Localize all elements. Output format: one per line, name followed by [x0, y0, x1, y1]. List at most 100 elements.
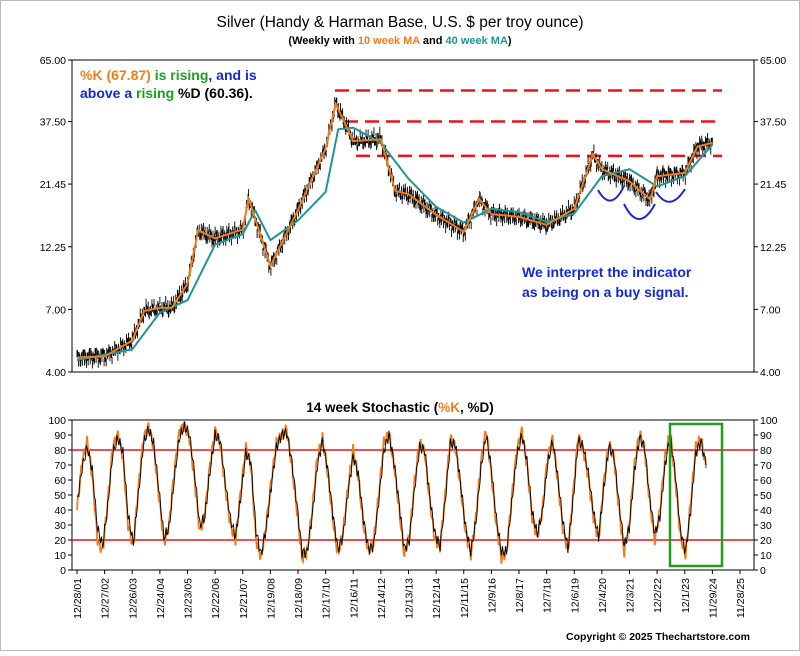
subtitle-ma40: 40 week MA [446, 35, 508, 47]
stoch-tick-label-left: 0 [60, 565, 66, 577]
ma40-line [76, 126, 714, 362]
copyright: Copyright © 2025 Thechartstore.com [566, 631, 750, 643]
pattern-arcs [597, 185, 686, 220]
x-tick-label: 12/26/03 [127, 578, 139, 619]
price-tick-label-left: 37.50 [40, 117, 66, 129]
stoch-title-prefix: 14 week Stochastic ( [306, 400, 439, 415]
subtitle-ma10: 10 week MA [358, 35, 420, 47]
x-tick-label: 12/24/04 [155, 578, 167, 619]
x-tick-label: 12/11/15 [459, 578, 471, 618]
stoch-tick-label-right: 80 [760, 445, 772, 457]
stoch-title-d: %D [468, 400, 490, 415]
stoch-tick-label-left: 60 [54, 475, 66, 487]
price-axis: 65.00 65.00 37.50 37.50 21.45 21.45 12.25 12.25… [40, 55, 787, 379]
x-tick-label: 12/19/08 [265, 578, 277, 619]
stoch-tick-label-right: 0 [760, 565, 766, 577]
x-axis: 12/28/01 12/27/02 12/26/03 12/24/04 12/23/05… [72, 570, 747, 619]
x-tick-label: 12/8/17 [514, 578, 526, 613]
stoch-series [76, 421, 707, 565]
price-tick-label-left: 65.00 [40, 55, 66, 67]
subtitle-mid: and [420, 35, 446, 47]
price-panel-frame [71, 59, 755, 373]
left-shoulder-arc [597, 185, 625, 202]
stoch-tick-label-left: 70 [54, 460, 66, 472]
stoch-tick-label-left: 80 [54, 445, 66, 457]
x-tick-label: 12/27/02 [100, 578, 112, 619]
stoch-tick-label-right: 10 [760, 550, 772, 562]
stoch-axis: 0 0 10 10 20 20 30 30 40 40 50 50 60 60 70 70 80 80 90 90 10… [48, 415, 777, 577]
price-tick-label-right: 21.45 [760, 179, 786, 191]
x-tick-label: 12/4/20 [597, 578, 609, 613]
chart-subtitle: (Weekly with 10 week MA and 40 week MA) [288, 35, 512, 47]
stoch-title-k: %K [438, 400, 460, 415]
x-tick-label: 12/1/23 [680, 578, 692, 613]
x-tick-label: 12/14/12 [376, 578, 388, 619]
signal-box [668, 422, 724, 568]
x-tick-label: 12/21/07 [238, 578, 250, 619]
resistance-lines [335, 89, 722, 158]
x-tick-label: 12/12/14 [431, 578, 443, 619]
price-tick-label-left: 7.00 [46, 304, 67, 316]
stoch-annotation-line1: %K (67.87) is rising, and is [80, 67, 257, 83]
stoch-tick-label-right: 60 [760, 475, 772, 487]
stoch-k-line [76, 421, 707, 565]
stoch-tick-label-left: 100 [48, 415, 66, 427]
stoch-tick-label-right: 30 [760, 520, 772, 532]
x-tick-label: 12/28/01 [72, 578, 84, 619]
x-tick-label: 11/28/25 [735, 578, 747, 618]
right-shoulder-arc [655, 188, 686, 203]
stoch-tick-label-left: 10 [54, 550, 66, 562]
x-tick-label: 12/6/19 [569, 578, 581, 613]
stoch-title: 14 week Stochastic (%K, %D) [306, 400, 494, 415]
stoch-tick-label-right: 20 [760, 535, 772, 547]
price-tick-label-left: 21.45 [40, 179, 66, 191]
interpret-line2: as being on a buy signal. [522, 284, 688, 300]
x-tick-label: 12/9/16 [486, 578, 498, 613]
price-tick-label-left: 4.00 [46, 367, 67, 379]
stoch-tick-label-right: 90 [760, 430, 772, 442]
stoch-tick-label-right: 100 [760, 415, 778, 427]
stoch-annotation-line2: above a rising %D (60.36). [80, 85, 253, 101]
x-tick-label: 12/2/22 [652, 578, 664, 613]
price-tick-label-right: 65.00 [760, 55, 786, 67]
x-tick-label: 12/3/21 [625, 578, 637, 613]
price-tick-label-right: 4.00 [760, 367, 781, 379]
annot-and-is: , and is [208, 67, 256, 83]
price-tick-label-right: 12.25 [760, 242, 786, 254]
annot-d-value: %D (60.36). [174, 85, 253, 101]
stoch-tick-label-right: 50 [760, 490, 772, 502]
stoch-tick-label-left: 20 [54, 535, 66, 547]
price-tick-label-right: 37.50 [760, 117, 786, 129]
x-tick-label: 12/22/06 [210, 578, 222, 619]
ma10-line [77, 100, 713, 359]
x-tick-label: 12/7/18 [542, 578, 554, 613]
stoch-tick-label-right: 70 [760, 460, 772, 472]
chart-title: Silver (Handy & Harman Base, U.S. $ per … [217, 14, 584, 31]
x-tick-label: 12/13/13 [404, 578, 416, 619]
subtitle-prefix: (Weekly with [288, 35, 357, 47]
head-arc [623, 203, 656, 220]
x-tick-label: 12/17/10 [321, 578, 333, 619]
stoch-tick-label-left: 50 [54, 490, 66, 502]
stoch-title-sep: , [460, 400, 468, 415]
x-tick-label: 12/18/09 [293, 578, 305, 619]
interpret-line1: We interpret the indicator [522, 264, 692, 280]
price-tick-label-left: 12.25 [40, 242, 66, 254]
x-tick-label: 11/29/24 [707, 578, 719, 618]
stoch-tick-label-left: 90 [54, 430, 66, 442]
x-tick-label: 12/16/11 [348, 578, 360, 618]
subtitle-suffix: ) [508, 35, 512, 47]
annot-rising2: rising [136, 85, 174, 101]
annot-rising1: is rising [151, 67, 209, 83]
annot-above-a: above a [80, 85, 136, 101]
stoch-tick-label-right: 40 [760, 505, 772, 517]
price-tick-label-right: 7.00 [760, 304, 781, 316]
stoch-d-line [76, 421, 707, 558]
stoch-title-suffix: ) [489, 400, 494, 415]
x-tick-label: 12/23/05 [183, 578, 195, 619]
stoch-tick-label-left: 40 [54, 505, 66, 517]
price-series [76, 97, 714, 369]
stoch-tick-label-left: 30 [54, 520, 66, 532]
